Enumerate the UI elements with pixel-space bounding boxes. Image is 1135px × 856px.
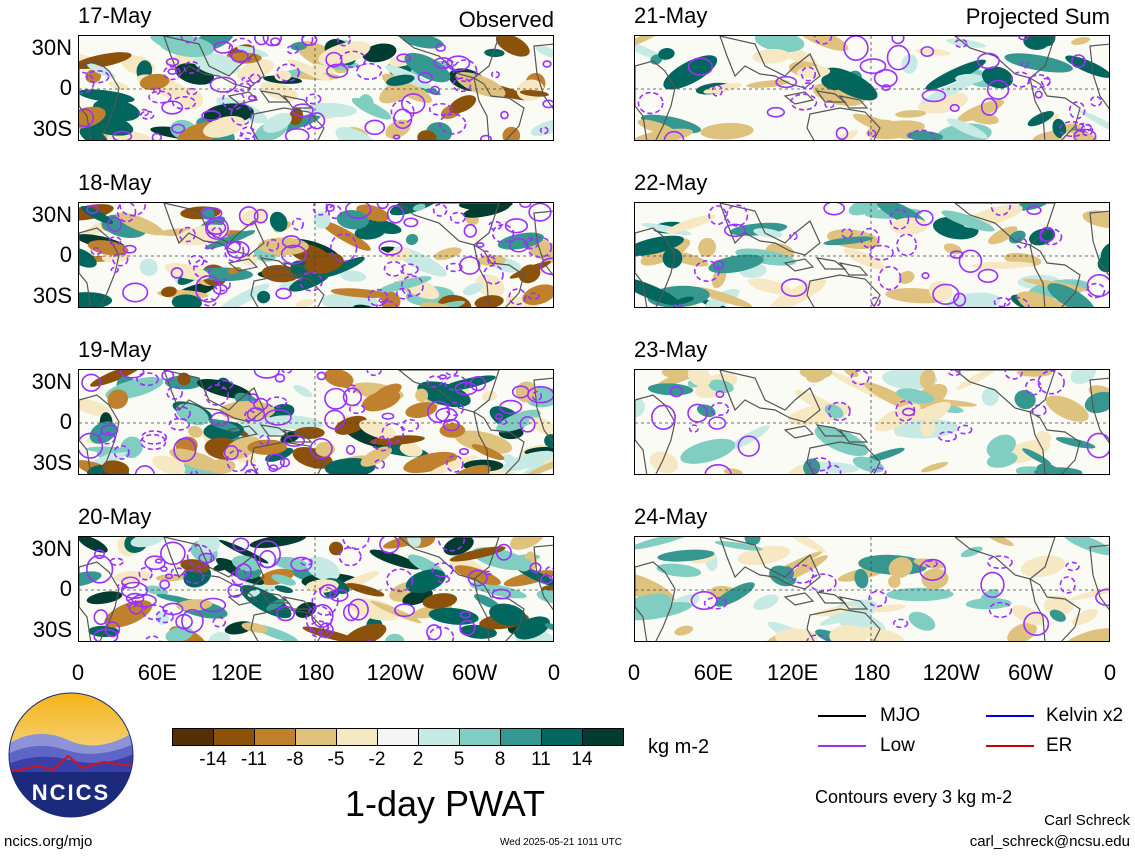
lon-label: 120W [922, 660, 981, 685]
colorbar-tick-label: 8 [494, 749, 506, 770]
lat-label: 30N [31, 369, 72, 394]
colorbar-swatch [254, 728, 296, 746]
map-panel [78, 536, 554, 642]
colorbar-tick-label: 14 [571, 749, 593, 770]
colorbar-tick-label: -2 [368, 749, 386, 770]
lon-label: 60E [693, 660, 733, 685]
panel-date-projected: 21-May [634, 3, 708, 28]
chart-title: 1-day PWAT [345, 783, 546, 824]
lon-label: 60W [452, 660, 498, 685]
logo-text: NCICS [31, 780, 111, 805]
legend-kelvin-line [986, 715, 1034, 717]
pwat-field [79, 537, 553, 641]
legend-kelvin-label: Kelvin x2 [1046, 705, 1124, 726]
colorbar-swatch [213, 728, 255, 746]
lat-label: 30N [31, 536, 72, 561]
author-email: carl_schreck@ncsu.edu [969, 833, 1130, 850]
lat-label: 0 [59, 75, 72, 100]
lat-label: 30N [31, 35, 72, 60]
pwat-field [79, 203, 553, 307]
lon-label: 0 [71, 660, 85, 685]
lat-label: 0 [59, 409, 72, 434]
lat-label: 30S [32, 283, 72, 308]
panel-date-observed: 19-May [78, 337, 152, 362]
lon-label: 0 [1103, 660, 1117, 685]
lat-label: 30S [32, 450, 72, 475]
colorbar-swatch [336, 728, 378, 746]
pwat-field [635, 203, 1109, 307]
contour-note: Contours every 3 kg m-2 [815, 787, 1013, 807]
pwat-field [79, 370, 553, 474]
map-panel [78, 35, 554, 141]
lon-label: 120E [766, 660, 819, 685]
lat-label: 0 [59, 576, 72, 601]
map-panel [634, 35, 1110, 141]
legend-er-line [986, 745, 1034, 747]
colorbar-swatch [172, 728, 214, 746]
colorbar-units: kg m-2 [648, 736, 710, 758]
panel-date-projected: 22-May [634, 170, 708, 195]
pwat-field [79, 36, 553, 140]
map-panel [634, 369, 1110, 475]
map-panel [78, 369, 554, 475]
lat-label: 30N [31, 202, 72, 227]
projected-label: Projected Sum [965, 4, 1110, 29]
colorbar-tick-label: -11 [240, 749, 268, 770]
colorbar-tick-label: 2 [412, 749, 424, 770]
panel-date-observed: 18-May [78, 170, 152, 195]
colorbar-swatch [500, 728, 542, 746]
author-name: Carl Schreck [1044, 812, 1130, 829]
panel-date-observed: 20-May [78, 504, 152, 529]
pwat-field [635, 370, 1109, 474]
colorbar-swatch [418, 728, 460, 746]
lon-label: 120W [366, 660, 425, 685]
lon-label: 60E [137, 660, 177, 685]
pwat-field [635, 537, 1109, 641]
lon-label: 180 [853, 660, 891, 685]
site-link[interactable]: ncics.org/mjo [4, 833, 93, 850]
colorbar-swatch [295, 728, 337, 746]
legend-mjo-label: MJO [880, 705, 921, 726]
colorbar-swatch [582, 728, 624, 746]
pwat-field [635, 36, 1109, 140]
legend-er-label: ER [1046, 735, 1073, 756]
colorbar-swatch [377, 728, 419, 746]
colorbar-swatch [459, 728, 501, 746]
lat-label: 30S [32, 116, 72, 141]
lat-label: 0 [59, 242, 72, 267]
colorbar-tick-label: -5 [327, 749, 345, 770]
lon-label: 60W [1008, 660, 1054, 685]
map-panel [634, 202, 1110, 308]
colorbar-tick-label: 11 [531, 749, 551, 770]
lon-label: 0 [547, 660, 561, 685]
panel-date-projected: 23-May [634, 337, 708, 362]
legend-mjo-line [818, 715, 866, 717]
legend-low-label: Low [880, 735, 915, 756]
lon-label: 120E [210, 660, 263, 685]
map-panel [78, 202, 554, 308]
timestamp: Wed 2025-05-21 1011 UTC [500, 837, 622, 848]
colorbar-tick-label: -14 [199, 749, 227, 770]
observed-label: Observed [458, 7, 554, 32]
colorbar-tick-label: -8 [286, 749, 304, 770]
panel-date-projected: 24-May [634, 504, 708, 529]
lat-label: 30S [32, 617, 72, 642]
legend-low-line [818, 745, 866, 747]
ncics-logo: NCICS [8, 692, 134, 818]
panel-date-observed: 17-May [78, 3, 152, 28]
colorbar-tick-label: 5 [453, 749, 465, 770]
lon-label: 0 [627, 660, 641, 685]
colorbar-swatch [541, 728, 583, 746]
lon-label: 180 [297, 660, 335, 685]
map-panel [634, 536, 1110, 642]
